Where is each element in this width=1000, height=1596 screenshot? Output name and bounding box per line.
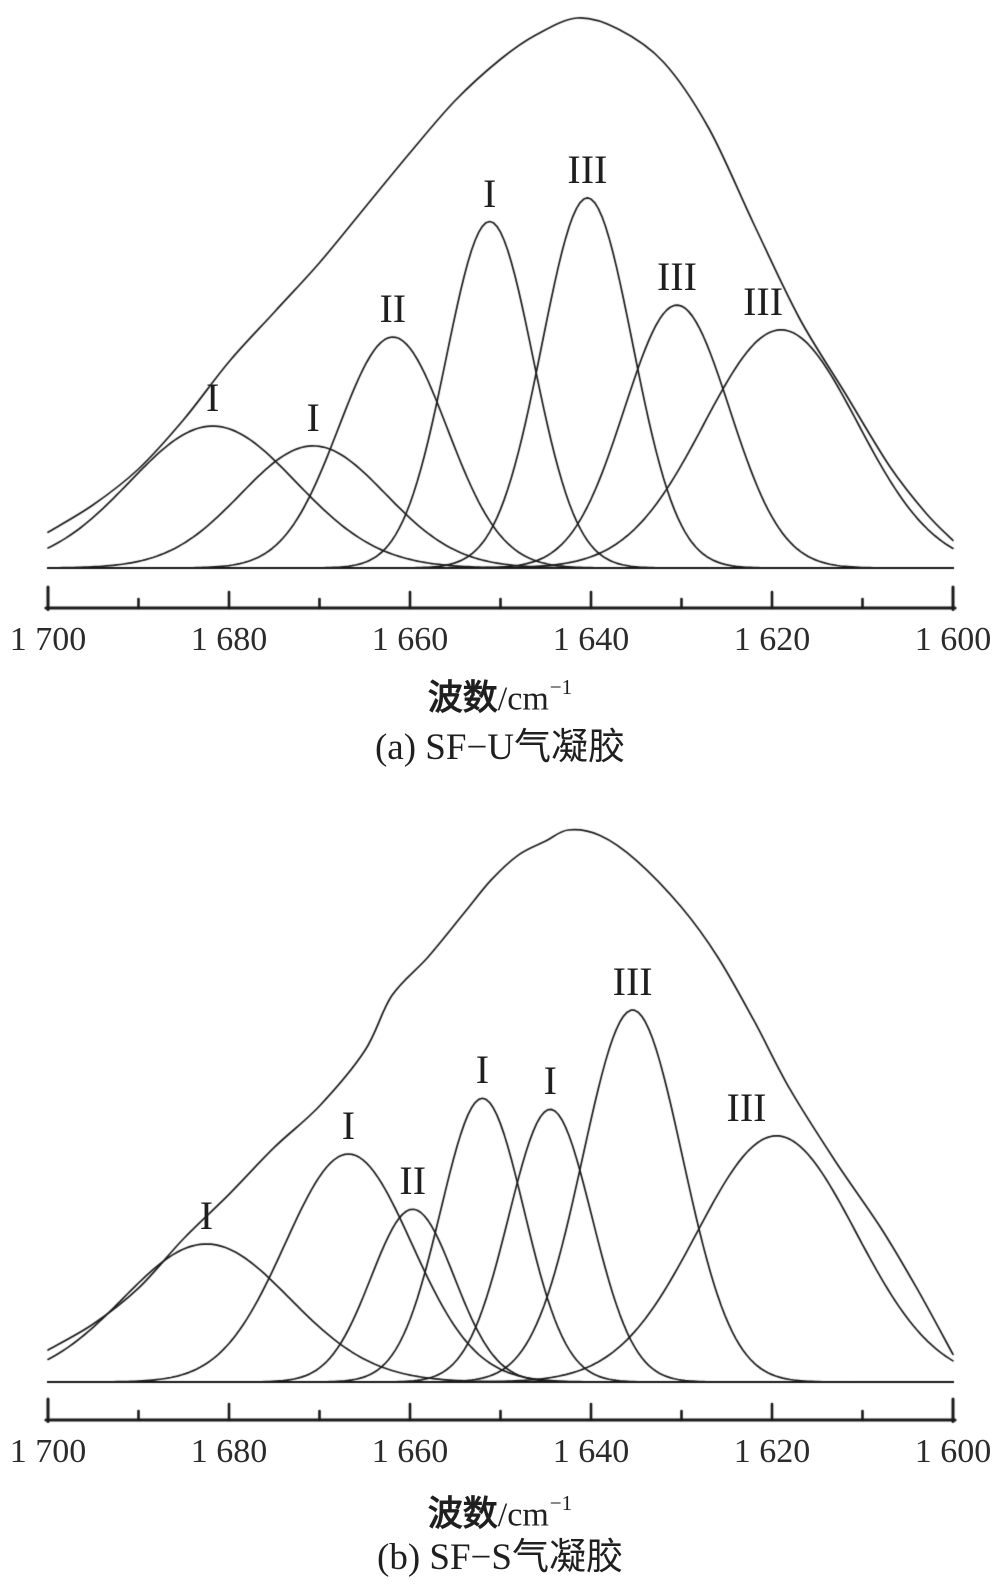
x-axis-title-panel-a: 波数/cm−1	[0, 670, 1000, 719]
peak-label-ii: II	[379, 286, 407, 331]
peak-label-i: I	[306, 394, 320, 440]
peak-label-i: I	[475, 1047, 490, 1093]
x-axis-title-exponent: −1	[549, 1490, 573, 1515]
x-axis-title-panel-b: 波数/cm−1	[0, 1486, 1000, 1535]
x-tick-label-1660: 1 660	[371, 621, 449, 658]
peak-label-i: I	[199, 1193, 214, 1238]
x-axis-title-exponent: −1	[549, 674, 573, 699]
peak-label-iii: III	[656, 254, 697, 300]
x-tick-label-1700: 1 700	[9, 621, 87, 658]
panel-a-caption: (a) SF−U气凝胶	[374, 727, 626, 768]
x-tick-label-1620: 1 620	[733, 1433, 811, 1470]
x-axis-title-zh: 波数	[427, 1494, 498, 1534]
peak-label-ii: II	[399, 1158, 427, 1204]
peak-label-iii: III	[743, 278, 784, 324]
x-axis-title-unit: /cm	[497, 1496, 549, 1534]
peak-label-i: I	[543, 1058, 557, 1104]
peak-label-iii: III	[567, 146, 608, 192]
peak-label-iii: III	[612, 958, 653, 1004]
x-tick-label-1680: 1 680	[190, 621, 268, 658]
peak-label-i: I	[482, 170, 497, 216]
x-axis-title-unit: /cm	[497, 680, 549, 718]
x-tick-label-1640: 1 640	[552, 621, 630, 658]
x-tick-label-1700: 1 700	[9, 1433, 87, 1470]
panel-b-caption: (b) SF−S气凝胶	[377, 1537, 623, 1578]
x-tick-label-1660: 1 660	[371, 1433, 449, 1470]
x-tick-label-1680: 1 680	[190, 1433, 268, 1470]
x-tick-label-1600: 1 600	[914, 621, 992, 658]
peak-label-i: I	[341, 1103, 356, 1149]
peak-label-iii: III	[726, 1084, 767, 1130]
x-tick-label-1600: 1 600	[914, 1433, 992, 1470]
peak-label-i: I	[206, 375, 220, 421]
x-tick-label-1640: 1 640	[552, 1433, 630, 1470]
x-axis-title-zh: 波数	[427, 678, 498, 718]
x-tick-label-1620: 1 620	[733, 621, 811, 658]
